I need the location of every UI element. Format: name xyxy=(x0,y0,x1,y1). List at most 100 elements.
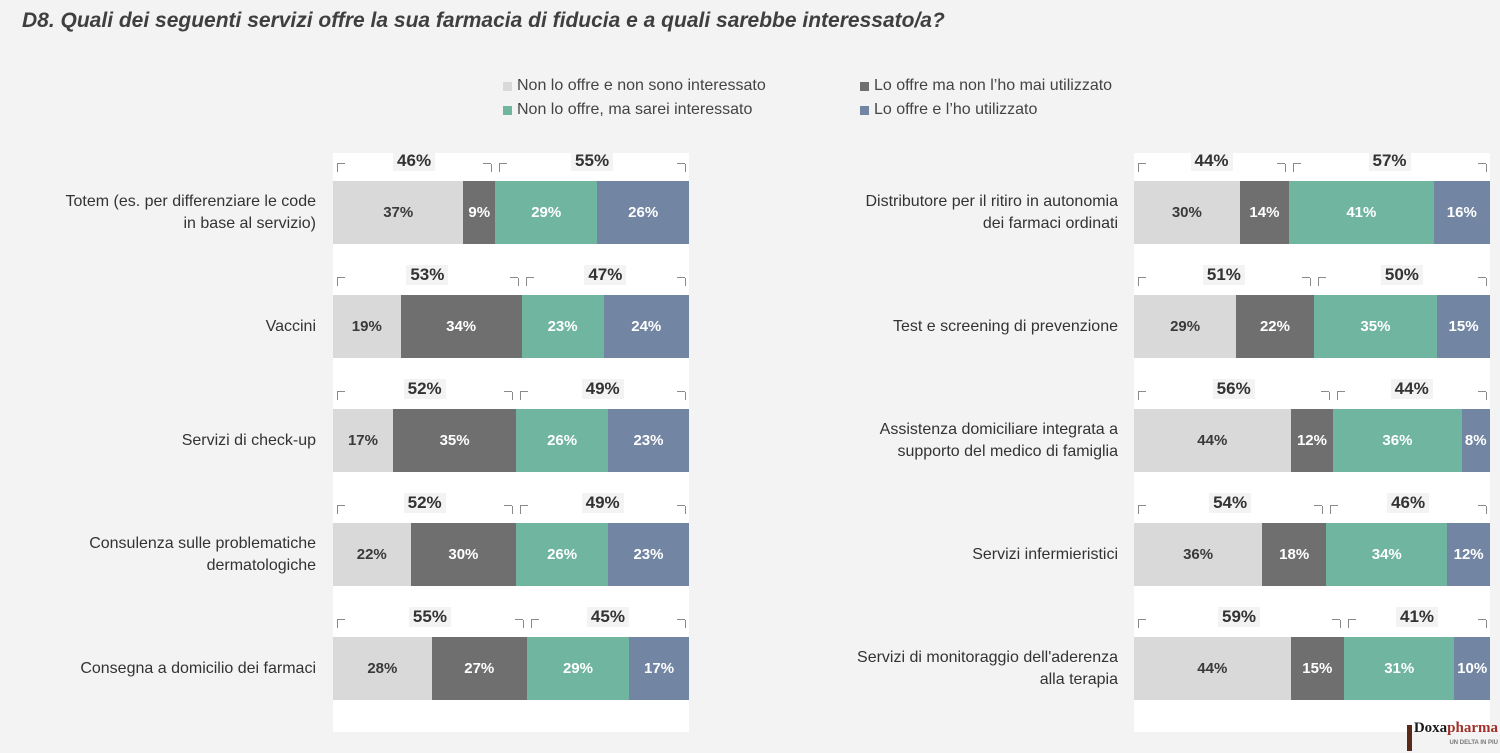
bar-value-label: 17% xyxy=(644,660,675,677)
legend-swatch xyxy=(503,105,512,115)
bar-value-label: 23% xyxy=(633,432,664,449)
group-bracket-left xyxy=(520,391,529,400)
bar-segment: 30% xyxy=(1134,181,1240,244)
group-bracket-left xyxy=(1138,505,1146,514)
bar-value-label: 30% xyxy=(448,546,479,563)
row-label: Vaccini xyxy=(266,316,316,338)
bar-value-label: 22% xyxy=(356,546,387,563)
bracket-tick xyxy=(512,506,514,514)
bracket-tick xyxy=(1337,392,1339,400)
bracket-tick xyxy=(517,278,519,286)
group-bracket-right xyxy=(1321,391,1331,400)
group-bracket-left xyxy=(1138,277,1146,286)
bar-segment: 14% xyxy=(1239,181,1290,244)
bar-value-label: 30% xyxy=(1171,204,1202,221)
bar-segment: 26% xyxy=(516,409,608,472)
bar-value-label: 23% xyxy=(547,318,578,335)
bar-segment: 44% xyxy=(1134,409,1291,472)
group-bracket-left xyxy=(337,505,345,514)
bar-value-label: 31% xyxy=(1384,660,1415,677)
group-bracket-right xyxy=(677,277,686,286)
row-label: Servizi di check-up xyxy=(182,430,316,452)
legend-label: Non lo offre e non sono interessato xyxy=(517,77,766,94)
group-bracket-right xyxy=(1478,391,1487,400)
bracket-tick xyxy=(499,164,501,172)
bracket-tick xyxy=(1486,506,1487,514)
bar-segment: 37% xyxy=(333,181,464,244)
bracket-tick xyxy=(1486,620,1487,628)
group-total-label: 41% xyxy=(1396,607,1439,627)
logo-accent: pharma xyxy=(1447,720,1498,736)
bar-segment: 29% xyxy=(1134,295,1237,358)
group-bracket-left xyxy=(520,505,529,514)
group-total-label: 53% xyxy=(406,265,449,285)
group-bracket-right xyxy=(677,163,686,172)
group-total-label: 46% xyxy=(1387,493,1430,513)
bracket-tick xyxy=(520,506,522,514)
bar-segment: 19% xyxy=(333,295,401,358)
bar-segment: 18% xyxy=(1262,523,1327,586)
bar-value-label: 44% xyxy=(1197,432,1228,449)
bar-value-label: 17% xyxy=(347,432,378,449)
bracket-tick xyxy=(685,392,686,400)
bar-segment: 22% xyxy=(1236,295,1314,358)
bracket-tick xyxy=(685,506,686,514)
group-bracket-right xyxy=(1301,277,1311,286)
group-total-label: 51% xyxy=(1202,265,1245,285)
bracket-tick xyxy=(337,278,338,286)
legend-label: Lo offre ma non l’ho mai utilizzato xyxy=(874,77,1113,94)
bracket-tick xyxy=(1348,620,1350,628)
bracket-tick xyxy=(1329,392,1331,400)
row-label: Servizi infermieristici xyxy=(972,544,1118,566)
bracket-tick xyxy=(522,620,524,628)
bracket-tick xyxy=(1138,620,1139,628)
bracket-tick xyxy=(337,164,338,172)
bar-segment: 28% xyxy=(333,637,432,700)
legend-swatch xyxy=(860,81,869,91)
group-total-label: 59% xyxy=(1218,607,1261,627)
bar-segment: 29% xyxy=(526,637,630,700)
bracket-tick xyxy=(1486,164,1487,172)
legend-item: Lo offre e l’ho utilizzato xyxy=(860,101,1037,119)
bracket-tick xyxy=(685,620,686,628)
bracket-tick xyxy=(525,278,527,286)
group-total-label: 52% xyxy=(403,493,446,513)
bar-segment: 8% xyxy=(1461,409,1490,472)
bar-value-label: 35% xyxy=(1360,318,1391,335)
group-total-label: 50% xyxy=(1380,265,1423,285)
group-bracket-left xyxy=(1138,163,1146,172)
bracket-tick xyxy=(1317,278,1319,286)
group-total-label: 44% xyxy=(1390,379,1433,399)
group-total-label: 44% xyxy=(1190,151,1233,171)
group-bracket-left xyxy=(1138,619,1146,628)
bracket-tick xyxy=(1285,164,1287,172)
bar-segment: 15% xyxy=(1290,637,1345,700)
row-label: Totem (es. per differenziare le code in b… xyxy=(66,191,317,235)
row-label-line: dermatologiche xyxy=(206,556,316,574)
legend-swatch xyxy=(503,81,512,91)
group-bracket-left xyxy=(1138,391,1146,400)
bar-segment: 10% xyxy=(1454,637,1490,700)
bracket-tick xyxy=(491,164,493,172)
bar-segment: 35% xyxy=(1313,295,1438,358)
bar-segment: 17% xyxy=(333,409,393,472)
bracket-tick xyxy=(1138,392,1139,400)
legend-label: Non lo offre, ma sarei interessato xyxy=(517,101,753,118)
group-bracket-right xyxy=(504,505,514,514)
group-bracket-right xyxy=(1478,505,1487,514)
bar-value-label: 27% xyxy=(464,660,495,677)
row-label: Servizi di monitoraggio dell'aderenza all… xyxy=(857,647,1118,691)
row-label-line: supporto del medico di famiglia xyxy=(897,442,1118,460)
bar-value-label: 41% xyxy=(1346,204,1377,221)
group-total-label: 57% xyxy=(1368,151,1411,171)
bar-segment: 30% xyxy=(410,523,517,586)
bar-segment: 23% xyxy=(607,523,689,586)
bar-value-label: 16% xyxy=(1446,204,1477,221)
group-bracket-right xyxy=(1478,619,1487,628)
group-total-label: 52% xyxy=(403,379,446,399)
group-bracket-right xyxy=(677,619,686,628)
bracket-tick xyxy=(520,392,522,400)
row-label: Consulenza sulle problematiche dermatolog… xyxy=(89,533,316,577)
row-label-line: Servizi infermieristici xyxy=(972,545,1118,563)
group-total-label: 56% xyxy=(1212,379,1255,399)
